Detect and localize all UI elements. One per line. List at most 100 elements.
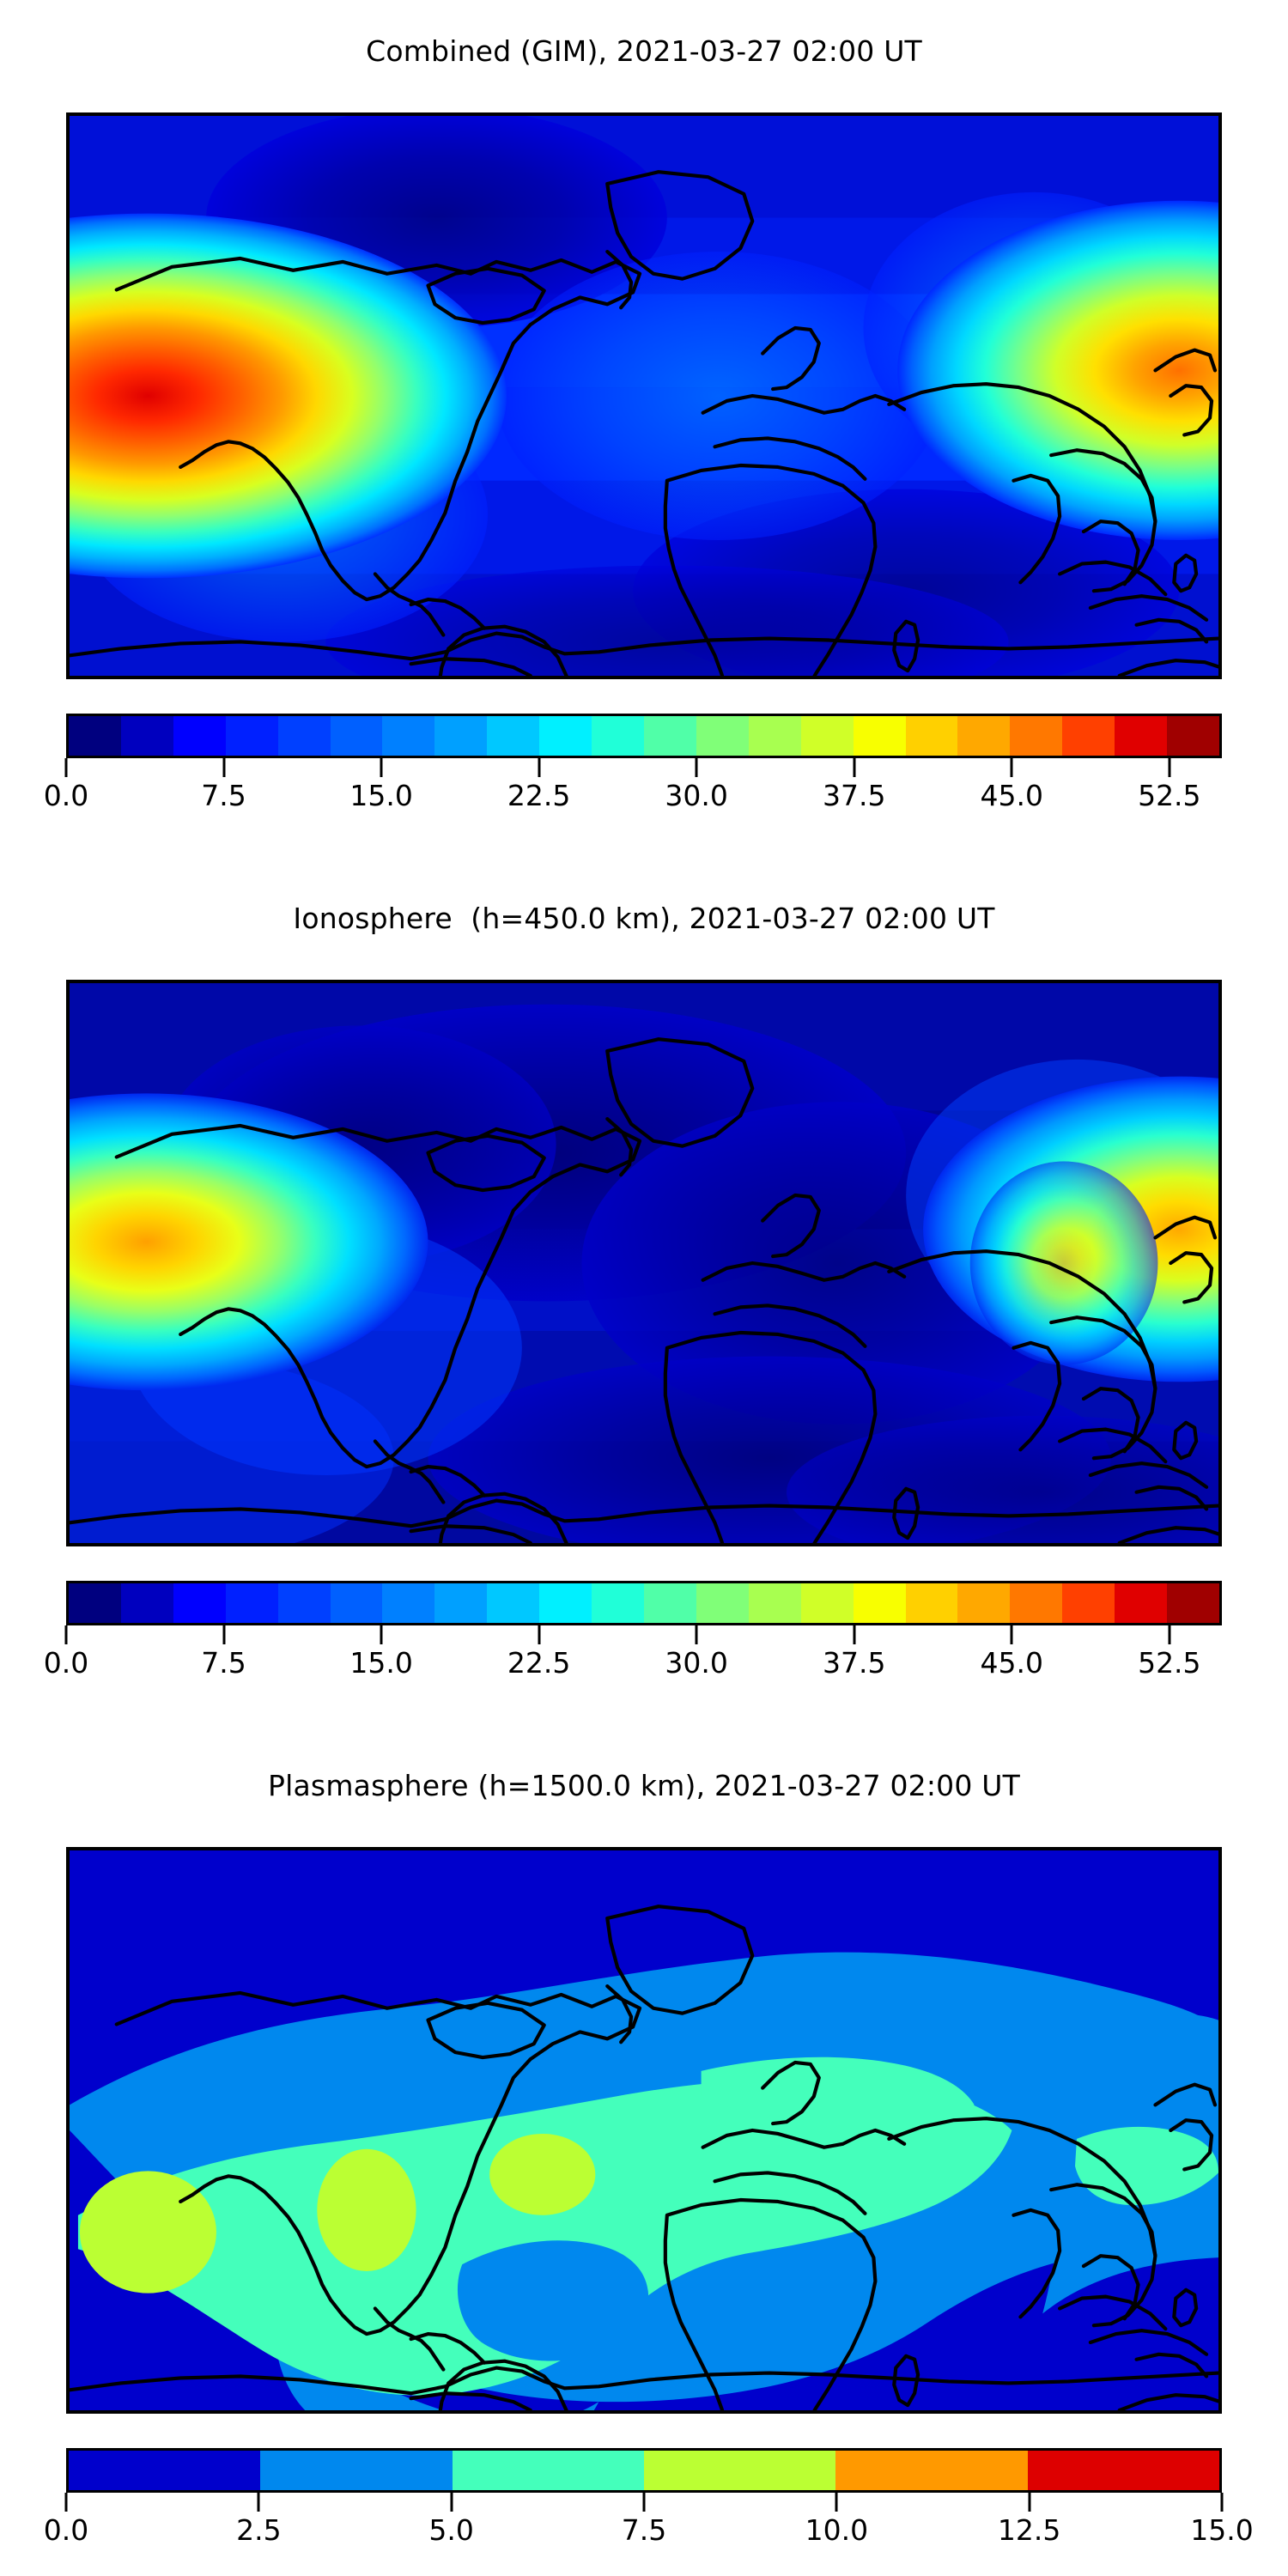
colorbar-segment [69,2451,261,2490]
colorbar-tick [1168,1625,1171,1644]
colorbar-tick [1028,2493,1031,2512]
colorbar-segment [905,1583,958,1623]
colorbar-plasmasphere: 0.0 2.5 5.0 7.5 10.0 12.5 15.0 [44,2448,1254,2553]
colorbar-tick [380,1625,383,1644]
panel-title-ionosphere: Ionosphere (h=450.0 km), 2021-03-27 02:0… [293,902,995,935]
colorbar-tick-label: 15.0 [349,1646,413,1680]
colorbar-tick-label: 2.5 [236,2513,282,2547]
colorbar-segment [487,1583,540,1623]
colorbar-tick [1220,2493,1224,2512]
colorbar-tick-label: 15.0 [1190,2513,1254,2547]
colorbar-gradient-combined-gim [66,714,1222,758]
colorbar-tick-label: 0.0 [43,1646,89,1680]
colorbar-tick [257,2493,260,2512]
colorbar-segment [1027,2451,1219,2490]
colorbar-segment [173,716,226,756]
colorbar-tick [695,758,698,777]
map-canvas-ionosphere [70,983,1218,1543]
colorbar-ticks-ionosphere [64,1625,1222,1646]
colorbar-segment [225,716,278,756]
colorbar-gradient-ionosphere [66,1581,1222,1625]
map-ionosphere [66,980,1222,1546]
colorbar-tick [1010,758,1013,777]
colorbar-segment [1062,1583,1115,1623]
colorbar-segment [1167,716,1219,756]
colorbar-combined-gim: 0.0 7.5 15.0 22.5 30.0 37.5 45.0 52.5 [44,714,1222,818]
map-canvas-plasmasphere [70,1850,1218,2410]
colorbar-segment [1167,1583,1219,1623]
colorbar-segment [260,2451,453,2490]
colorbar-tick-label: 37.5 [822,1646,886,1680]
colorbar-segment [853,1583,906,1623]
colorbar-tick-label: 52.5 [1138,1646,1201,1680]
colorbar-segment [120,1583,173,1623]
colorbar-segment [1062,716,1115,756]
colorbar-segment [120,716,173,756]
colorbar-segment [1115,716,1168,756]
colorbar-segment [382,1583,435,1623]
colorbar-segment [382,716,435,756]
colorbar-tick-label: 22.5 [507,1646,571,1680]
colorbar-tick [222,1625,226,1644]
colorbar-segment [539,1583,592,1623]
colorbar-tick [538,758,541,777]
colorbar-segment [434,1583,488,1623]
colorbar-tick [64,758,68,777]
colorbar-segment [1010,1583,1063,1623]
colorbar-segment [835,2451,1028,2490]
colorbar-segment [957,1583,1011,1623]
colorbar-tick-label: 5.0 [428,2513,474,2547]
colorbar-tick [853,1625,856,1644]
colorbar-segment [1010,716,1063,756]
colorbar-tick-labels-combined-gim: 0.0 7.5 15.0 22.5 30.0 37.5 45.0 52.5 [44,779,1222,818]
colorbar-tick-label: 12.5 [997,2513,1061,2547]
colorbar-segment [696,716,749,756]
colorbar-tick-label: 7.5 [201,779,246,812]
colorbar-segment [277,716,331,756]
colorbar-segment [434,716,488,756]
colorbar-tick-labels-ionosphere: 0.0 7.5 15.0 22.5 30.0 37.5 45.0 52.5 [44,1646,1222,1686]
colorbar-tick-label: 52.5 [1138,779,1201,812]
colorbar-tick-label: 45.0 [980,779,1044,812]
colorbar-tick-label: 15.0 [349,779,413,812]
colorbar-segment [452,2451,644,2490]
colorbar-ticks-plasmasphere [64,2493,1224,2513]
colorbar-tick [538,1625,541,1644]
colorbar-segment [748,1583,801,1623]
colorbar-tick [64,2493,68,2512]
colorbar-tick [222,758,226,777]
colorbar-tick-label: 45.0 [980,1646,1044,1680]
colorbar-segment [643,2451,836,2490]
panel-title-plasmasphere: Plasmasphere (h=1500.0 km), 2021-03-27 0… [268,1769,1020,1802]
colorbar-tick [380,758,383,777]
colorbar-segment [592,716,644,756]
colorbar-tick-label: 30.0 [665,779,728,812]
colorbar-segment [225,1583,278,1623]
colorbar-segment [330,716,383,756]
colorbar-tick [853,758,856,777]
colorbar-ionosphere: 0.0 7.5 15.0 22.5 30.0 37.5 45.0 52.5 [44,1581,1222,1686]
colorbar-segment [277,1583,331,1623]
colorbar-tick [64,1625,68,1644]
map-plasmasphere [66,1847,1222,2414]
colorbar-segment [643,716,696,756]
colorbar-segment [800,716,854,756]
colorbar-segment [330,1583,383,1623]
colorbar-tick [1168,758,1171,777]
colorbar-segment [592,1583,644,1623]
colorbar-tick [1010,1625,1013,1644]
colorbar-tick-label: 10.0 [805,2513,869,2547]
colorbar-segment [643,1583,696,1623]
colorbar-segment [539,716,592,756]
colorbar-segment [853,716,906,756]
colorbar-segment [487,716,540,756]
colorbar-tick [835,2493,838,2512]
colorbar-tick [642,2493,646,2512]
colorbar-gradient-plasmasphere [66,2448,1222,2493]
colorbar-segment [957,716,1011,756]
colorbar-tick-label: 37.5 [822,779,886,812]
colorbar-tick-label: 0.0 [43,2513,89,2547]
colorbar-tick [695,1625,698,1644]
colorbar-tick-label: 7.5 [621,2513,667,2547]
